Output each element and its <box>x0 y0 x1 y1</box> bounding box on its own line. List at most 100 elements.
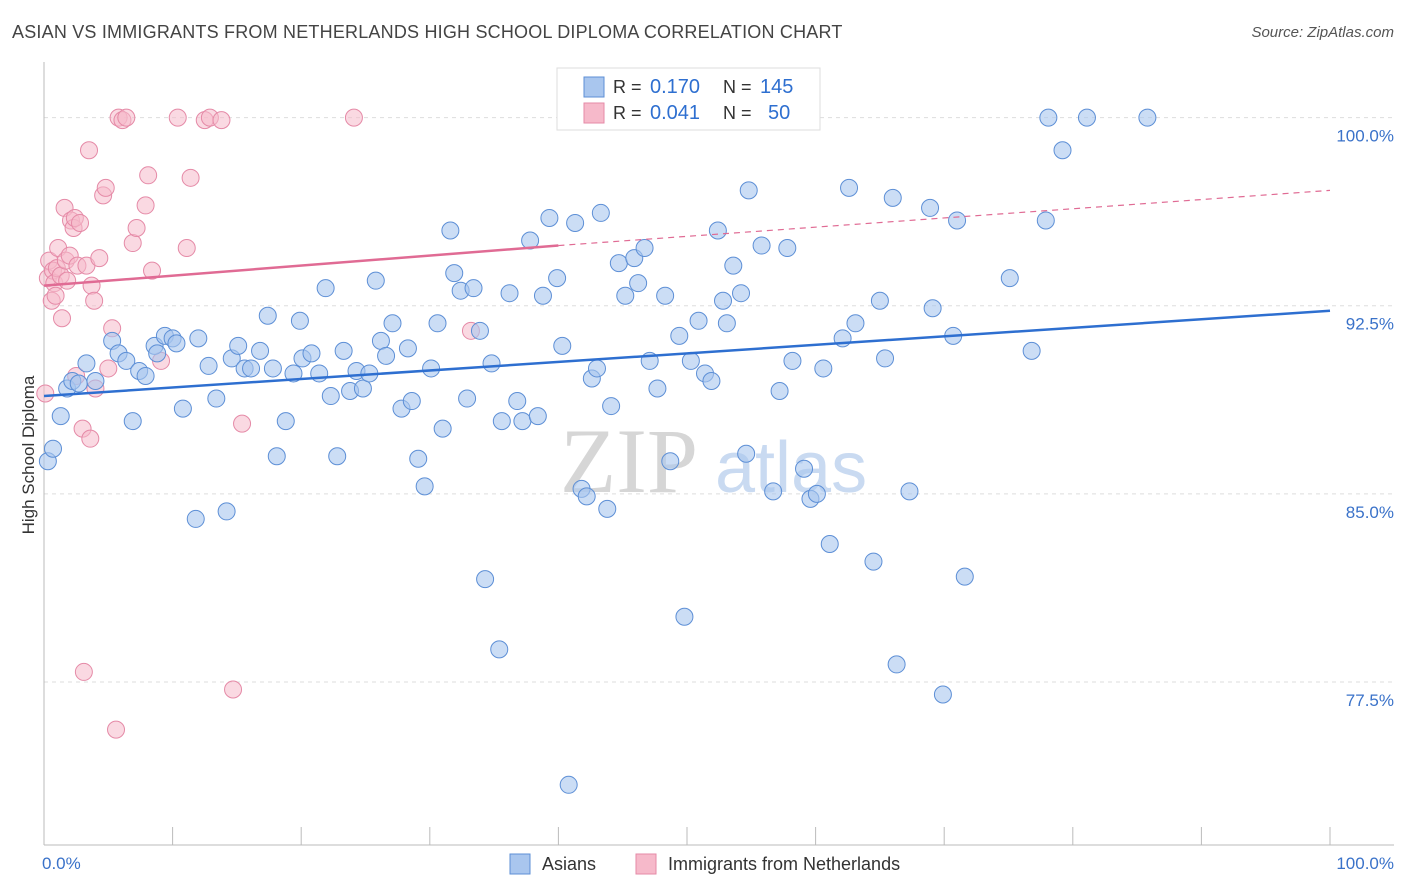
bottom-legend-label-asians: Asians <box>542 854 596 874</box>
point-asians <box>1039 108 1058 127</box>
point-asians <box>136 366 155 385</box>
point-asians <box>366 271 385 290</box>
point-asians <box>864 552 883 571</box>
point-netherlands <box>80 141 99 160</box>
point-asians <box>482 354 501 373</box>
series-asians-points <box>38 108 1157 794</box>
point-asians <box>737 444 756 463</box>
point-netherlands <box>127 218 146 237</box>
point-asians <box>284 364 303 383</box>
legend-r-value-2: 0.041 <box>650 102 700 124</box>
point-asians <box>334 341 353 360</box>
point-asians <box>670 326 689 345</box>
x-tick-label-max: 100.0% <box>1336 854 1394 873</box>
point-asians <box>887 655 906 674</box>
point-asians <box>661 452 680 471</box>
point-asians <box>598 499 617 518</box>
point-asians <box>752 236 771 255</box>
point-asians <box>470 321 489 340</box>
point-netherlands <box>181 168 200 187</box>
point-asians <box>513 412 532 431</box>
point-netherlands <box>53 309 72 328</box>
point-asians <box>681 351 700 370</box>
point-asians <box>591 203 610 222</box>
point-asians <box>290 311 309 330</box>
point-netherlands <box>81 429 100 448</box>
point-asians <box>492 412 511 431</box>
point-asians <box>377 346 396 365</box>
point-asians <box>276 412 295 431</box>
legend-r-value-1: 0.170 <box>650 76 700 98</box>
point-asians <box>714 291 733 310</box>
point-netherlands <box>212 111 231 130</box>
point-asians <box>422 359 441 378</box>
point-asians <box>51 407 70 426</box>
point-asians <box>933 685 952 704</box>
point-asians <box>548 269 567 288</box>
point-asians <box>458 389 477 408</box>
point-asians <box>409 449 428 468</box>
point-netherlands <box>177 239 196 258</box>
trend-line-netherlands-extension <box>558 189 1331 247</box>
legend-n-label-1: N = <box>723 77 752 97</box>
point-netherlands <box>46 286 65 305</box>
trend-line-asians <box>43 309 1331 398</box>
point-asians <box>1022 341 1041 360</box>
point-asians <box>316 279 335 298</box>
point-netherlands <box>74 662 93 681</box>
point-asians <box>609 254 628 273</box>
y-tick-label: 92.5% <box>1346 315 1394 334</box>
point-netherlands <box>58 271 77 290</box>
point-netherlands <box>85 291 104 310</box>
point-asians <box>500 284 519 303</box>
point-asians <box>783 351 802 370</box>
point-netherlands <box>117 108 136 127</box>
legend-r-label-1: R = <box>613 77 642 97</box>
point-asians <box>689 311 708 330</box>
point-asians <box>86 371 105 390</box>
point-asians <box>814 359 833 378</box>
point-asians <box>717 314 736 333</box>
point-asians <box>199 356 218 375</box>
point-asians <box>635 239 654 258</box>
point-asians <box>441 221 460 240</box>
point-asians <box>656 286 675 305</box>
point-asians <box>267 447 286 466</box>
point-asians <box>587 359 606 378</box>
point-netherlands <box>96 178 115 197</box>
point-asians <box>1077 108 1096 127</box>
point-asians <box>648 379 667 398</box>
grid-lines <box>44 117 1394 683</box>
point-asians <box>724 256 743 275</box>
point-asians <box>148 344 167 363</box>
point-netherlands <box>82 276 101 295</box>
point-netherlands <box>36 384 55 403</box>
point-netherlands <box>344 108 363 127</box>
point-netherlands <box>168 108 187 127</box>
stats-legend: R = 0.170 N = 145 R = 0.041 N = 50 <box>556 67 821 131</box>
point-asians <box>1000 269 1019 288</box>
point-asians <box>521 231 540 250</box>
point-asians <box>675 607 694 626</box>
point-netherlands <box>123 234 142 253</box>
point-asians <box>708 221 727 240</box>
point-asians <box>629 274 648 293</box>
point-asians <box>371 331 390 350</box>
point-asians <box>577 487 596 506</box>
point-asians <box>123 412 142 431</box>
point-asians <box>948 211 967 230</box>
point-asians <box>476 570 495 589</box>
point-asians <box>770 382 789 401</box>
point-asians <box>528 407 547 426</box>
chart-title: ASIAN VS IMMIGRANTS FROM NETHERLANDS HIG… <box>12 22 843 42</box>
point-netherlands <box>139 166 158 185</box>
point-asians <box>840 178 859 197</box>
point-asians <box>229 336 248 355</box>
point-asians <box>217 502 236 521</box>
trend-lines <box>43 189 1331 398</box>
bottom-legend-swatch-netherlands <box>635 853 657 875</box>
point-asians <box>876 349 895 368</box>
point-asians <box>464 279 483 298</box>
point-netherlands <box>90 249 109 268</box>
point-asians <box>490 640 509 659</box>
